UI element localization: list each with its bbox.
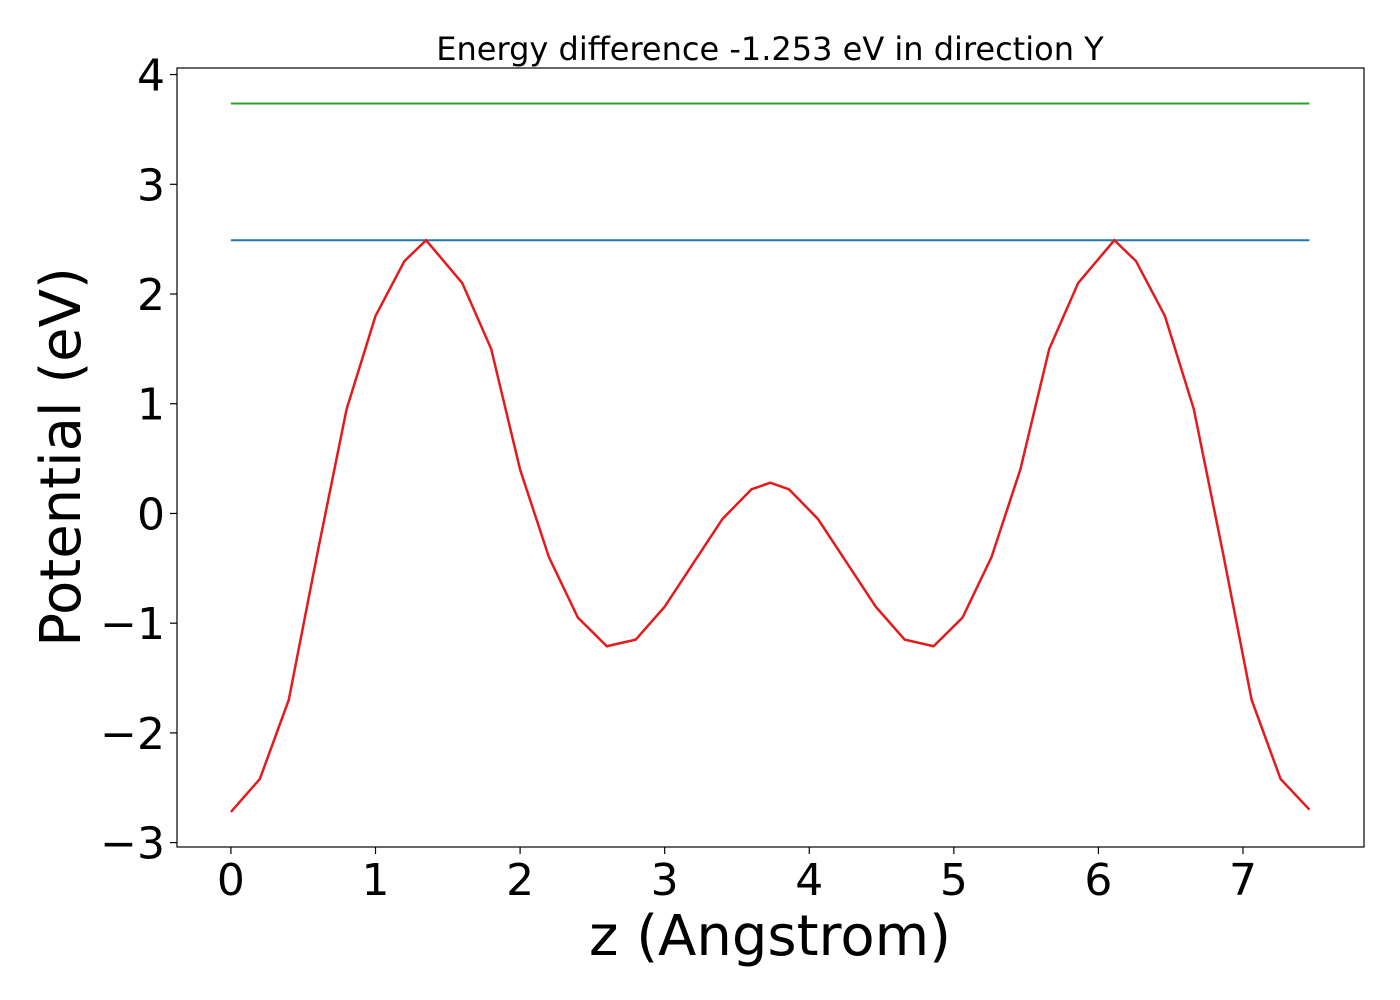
y-axis-label: Potential (eV) [29,267,94,647]
x-tick-label: 5 [940,855,968,906]
x-tick-label: 3 [651,855,679,906]
line-series [229,238,1311,813]
y-tick-label: −3 [100,819,165,870]
x-tick-label: 6 [1084,855,1112,906]
plot-frame [176,67,1365,848]
x-tick-label: 7 [1229,855,1257,906]
chart-title: Energy difference -1.253 eV in direction… [436,30,1104,68]
x-tick-label: 2 [506,855,534,906]
y-tick-label: 0 [137,489,165,540]
x-axis-label: z (Angstrom) [589,904,951,969]
y-tick-label: 4 [137,51,165,102]
y-tick-label: 3 [137,160,165,211]
x-tick-label: 0 [217,855,245,906]
x-tick-label: 1 [362,855,390,906]
y-tick-label: 2 [137,270,165,321]
y-tick-label: −2 [100,709,165,760]
y-tick-label: 1 [137,380,165,431]
y-tick-label: −1 [100,599,165,650]
x-tick-label: 4 [795,855,823,906]
